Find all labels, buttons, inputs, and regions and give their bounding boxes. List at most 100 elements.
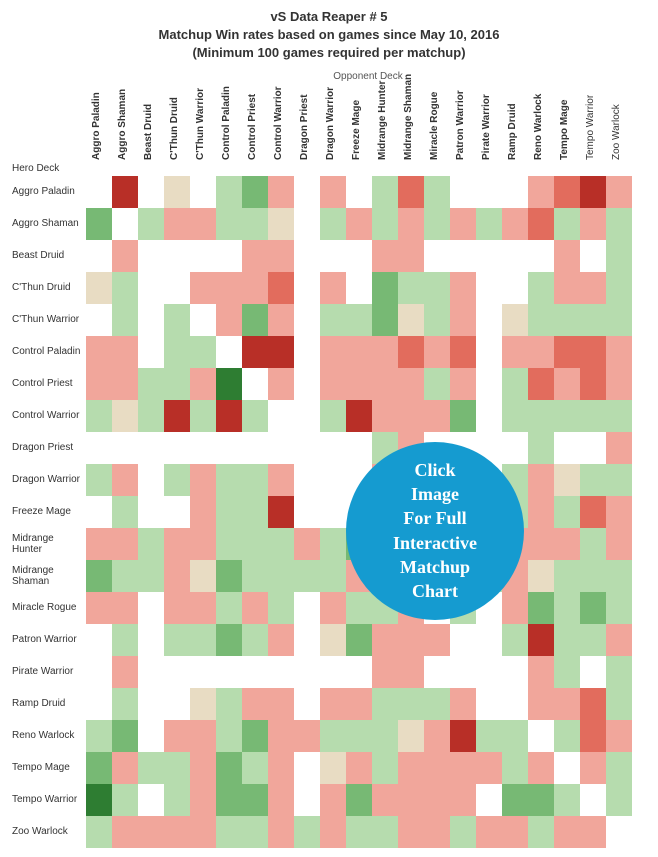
- heatmap-cell: [372, 368, 398, 400]
- heatmap-cell: [242, 272, 268, 304]
- heatmap-cell: [320, 496, 346, 528]
- heatmap-cell: [606, 560, 632, 592]
- heatmap-cell: [294, 272, 320, 304]
- heatmap-cell: [86, 784, 112, 816]
- heatmap-cell: [268, 400, 294, 432]
- heatmap-cell: [294, 304, 320, 336]
- heatmap-cell: [164, 368, 190, 400]
- title-line-3: (Minimum 100 games required per matchup): [8, 44, 650, 62]
- heatmap-cell: [424, 336, 450, 368]
- heatmap-cell: [242, 208, 268, 240]
- heatmap-cell: [138, 464, 164, 496]
- heatmap-cell: [424, 784, 450, 816]
- heatmap-cell: [398, 336, 424, 368]
- heatmap-cell: [554, 784, 580, 816]
- heatmap-cell: [580, 784, 606, 816]
- heatmap-cell: [476, 720, 502, 752]
- heatmap-cell: [424, 624, 450, 656]
- heatmap-cell: [268, 272, 294, 304]
- heatmap-cell: [502, 432, 528, 464]
- row-header: Pirate Warrior: [8, 656, 86, 688]
- row-header: Control Priest: [8, 368, 86, 400]
- heatmap-cell: [190, 656, 216, 688]
- heatmap-cell: [450, 752, 476, 784]
- heatmap-cell: [502, 656, 528, 688]
- row-header: Miracle Rogue: [8, 592, 86, 624]
- heatmap-cell: [86, 624, 112, 656]
- heatmap-cell: [190, 368, 216, 400]
- heatmap-cell: [580, 336, 606, 368]
- col-header: Dragon Warrior: [320, 67, 346, 162]
- heatmap-cell: [528, 688, 554, 720]
- heatmap-container: Aggro PaladinAggro ShamanBeast DruidC'Th…: [8, 67, 650, 848]
- heatmap-cell: [554, 272, 580, 304]
- heatmap-cell: [476, 400, 502, 432]
- heatmap-cell: [502, 208, 528, 240]
- col-header-label: C'Thun Druid: [169, 97, 180, 160]
- heatmap-cell: [554, 400, 580, 432]
- heatmap-cell: [164, 560, 190, 592]
- heatmap-cell: [346, 400, 372, 432]
- heatmap-cell: [554, 304, 580, 336]
- heatmap-cell: [450, 176, 476, 208]
- heatmap-cell: [580, 528, 606, 560]
- heatmap-cell: [372, 304, 398, 336]
- heatmap-cell: [528, 240, 554, 272]
- heatmap-cell: [86, 592, 112, 624]
- heatmap-cell: [554, 688, 580, 720]
- heatmap-cell: [112, 336, 138, 368]
- heatmap-cell: [294, 752, 320, 784]
- heatmap-cell: [268, 240, 294, 272]
- heatmap-cell: [268, 624, 294, 656]
- heatmap-cell: [86, 432, 112, 464]
- heatmap-cell: [554, 816, 580, 848]
- overlay-line: Matchup: [400, 555, 470, 579]
- heatmap-cell: [502, 752, 528, 784]
- heatmap-cell: [424, 304, 450, 336]
- heatmap-cell: [138, 304, 164, 336]
- heatmap-cell: [190, 464, 216, 496]
- heatmap-cell: [164, 496, 190, 528]
- row-header: Dragon Warrior: [8, 464, 86, 496]
- heatmap-cell: [554, 656, 580, 688]
- col-header: Miracle Rogue: [424, 67, 450, 162]
- heatmap-cell: [216, 720, 242, 752]
- heatmap-cell: [86, 240, 112, 272]
- heatmap-cell: [112, 720, 138, 752]
- heatmap-cell: [138, 432, 164, 464]
- heatmap-cell: [580, 368, 606, 400]
- heatmap-cell: [450, 784, 476, 816]
- heatmap-cell: [242, 752, 268, 784]
- heatmap-cell: [398, 304, 424, 336]
- heatmap-cell: [138, 752, 164, 784]
- heatmap-cell: [242, 336, 268, 368]
- heatmap-cell: [346, 304, 372, 336]
- heatmap-cell: [450, 720, 476, 752]
- heatmap-cell: [164, 656, 190, 688]
- heatmap-cell: [190, 208, 216, 240]
- heatmap-cell: [164, 176, 190, 208]
- heatmap-cell: [268, 720, 294, 752]
- heatmap-cell: [216, 496, 242, 528]
- heatmap-cell: [242, 816, 268, 848]
- col-header: Ramp Druid: [502, 67, 528, 162]
- heatmap-cell: [502, 368, 528, 400]
- heatmap-cell: [138, 208, 164, 240]
- heatmap-cell: [164, 208, 190, 240]
- heatmap-cell: [112, 176, 138, 208]
- heatmap-cell: [86, 752, 112, 784]
- click-image-overlay[interactable]: ClickImageFor FullInteractiveMatchupChar…: [346, 442, 524, 620]
- heatmap-cell: [112, 272, 138, 304]
- heatmap-cell: [424, 368, 450, 400]
- col-header: Pirate Warrior: [476, 67, 502, 162]
- col-header-label: Control Paladin: [221, 86, 232, 160]
- heatmap-cell: [580, 304, 606, 336]
- heatmap-cell: [294, 592, 320, 624]
- heatmap-cell: [320, 272, 346, 304]
- heatmap-cell: [528, 656, 554, 688]
- heatmap-cell: [372, 336, 398, 368]
- heatmap-cell: [450, 208, 476, 240]
- heatmap-cell: [398, 784, 424, 816]
- heatmap-cell: [294, 400, 320, 432]
- heatmap-cell: [372, 176, 398, 208]
